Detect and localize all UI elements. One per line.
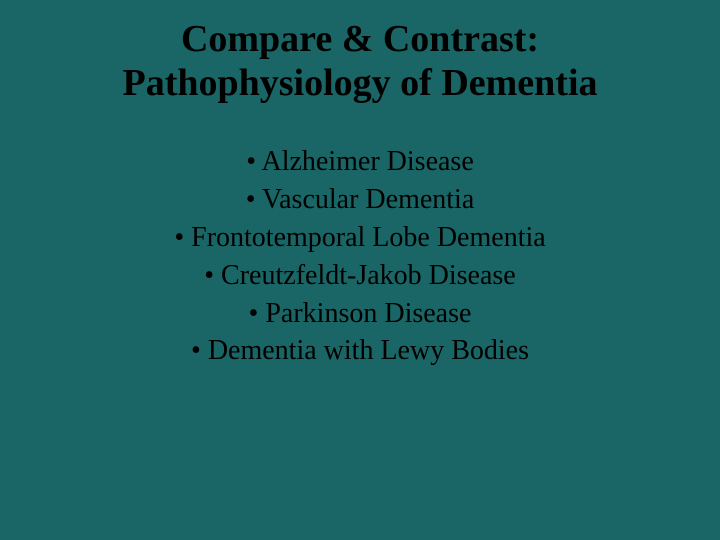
list-item: • Parkinson Disease — [249, 295, 472, 333]
list-item: • Vascular Dementia — [246, 181, 475, 219]
bullet-text: • Parkinson Disease — [249, 298, 472, 329]
bullet-text: • Frontotemporal Lobe Dementia — [174, 222, 545, 253]
title-line-2: Pathophysiology of Dementia — [123, 62, 598, 106]
bullet-text: • Vascular Dementia — [246, 184, 475, 215]
bullet-text: • Creutzfeldt-Jakob Disease — [204, 260, 515, 291]
list-item: • Alzheimer Disease — [246, 143, 474, 181]
bullet-text: • Dementia with Lewy Bodies — [191, 335, 529, 366]
bullet-text: • Alzheimer Disease — [246, 146, 474, 177]
list-item: • Dementia with Lewy Bodies — [191, 332, 529, 370]
list-item: • Creutzfeldt-Jakob Disease — [204, 257, 515, 295]
slide-title: Compare & Contrast: Pathophysiology of D… — [123, 18, 598, 105]
presentation-slide: Compare & Contrast: Pathophysiology of D… — [0, 0, 720, 540]
list-item: • Frontotemporal Lobe Dementia — [174, 219, 545, 257]
bullet-list: • Alzheimer Disease • Vascular Dementia … — [0, 143, 720, 370]
title-line-1: Compare & Contrast: — [123, 18, 598, 62]
